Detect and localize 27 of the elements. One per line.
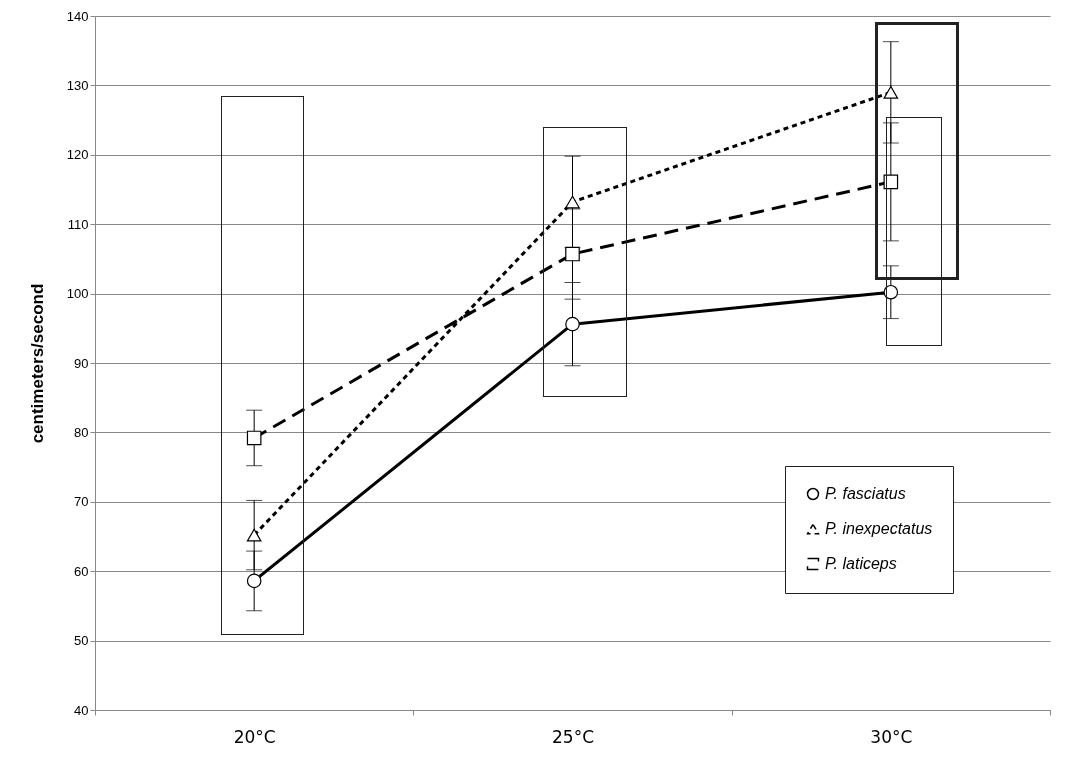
x-tick-label: 20°C — [233, 726, 276, 747]
point — [565, 316, 580, 332]
y-tick-label: 80 — [74, 424, 89, 440]
y-tick-label: 130 — [66, 77, 89, 93]
y-tick-label: 140 — [66, 8, 89, 24]
point — [565, 195, 580, 209]
y-tick-label: 60 — [74, 563, 89, 579]
x-tick-label: 25°C — [551, 726, 595, 747]
y-axis-title: centimeters/second — [27, 283, 47, 444]
legend-label: P. fasciatus — [825, 485, 906, 502]
point — [246, 528, 262, 542]
point — [565, 246, 580, 262]
y-tick-label: 70 — [74, 494, 89, 510]
x-tick-label: 30°C — [870, 726, 913, 747]
point — [246, 573, 262, 589]
point — [883, 85, 899, 99]
y-tick-label: 110 — [67, 216, 89, 232]
legend-label: P. inexpectatus — [825, 520, 933, 537]
y-tick-label: 100 — [66, 286, 89, 302]
point — [883, 284, 899, 300]
y-tick-label: 90 — [74, 355, 89, 371]
y-tick-label: 120 — [66, 147, 89, 163]
point — [246, 430, 262, 446]
y-tick-label: 50 — [74, 633, 89, 649]
legend-label: P. laticeps — [825, 555, 897, 572]
y-tick-label: 40 — [74, 702, 89, 718]
point — [883, 174, 899, 190]
